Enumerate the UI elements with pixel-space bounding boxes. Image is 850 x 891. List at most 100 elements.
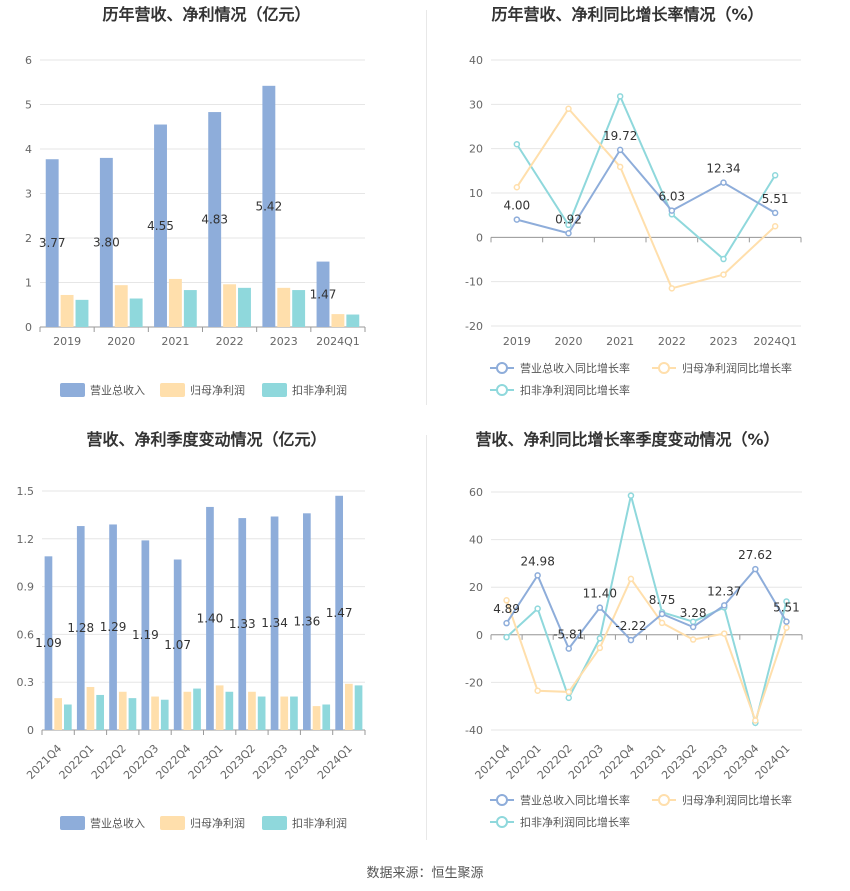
vertical-divider-lower — [426, 435, 427, 840]
bar-revenue — [141, 540, 150, 730]
y-tick-label: 60 — [469, 486, 483, 499]
bar-data-label: 1.28 — [67, 621, 94, 635]
bar-netprofit — [60, 294, 74, 327]
y-tick-label: 20 — [469, 581, 483, 594]
x-tick-label: 2023Q1 — [186, 742, 226, 782]
line-point — [668, 285, 676, 292]
bar-data-label: 4.55 — [147, 219, 174, 233]
legend-item: 归母净利润 — [160, 816, 245, 830]
line-data-label: -5.81 — [553, 628, 584, 642]
line-data-label: 3.28 — [680, 606, 707, 620]
bar-data-label: 1.09 — [35, 636, 62, 650]
line-point — [616, 93, 624, 100]
bar-deducted — [193, 688, 201, 730]
legend-label: 营业总收入同比增长率 — [520, 793, 630, 807]
line-point — [513, 140, 521, 148]
x-tick-label: 2019 — [53, 335, 81, 348]
line-point — [513, 216, 521, 223]
line-data-label: 11.40 — [583, 587, 617, 601]
chart-title: 营收、净利季度变动情况（亿元） — [86, 430, 326, 449]
line-point — [721, 630, 728, 637]
chart-title: 历年营收、净利同比增长率情况（%） — [491, 5, 763, 24]
bar-deducted — [183, 290, 197, 327]
y-tick-label: 3 — [25, 188, 32, 201]
x-tick-label: 2021 — [161, 335, 189, 348]
legend-label: 归母净利润 — [190, 816, 245, 830]
bar-revenue — [154, 124, 167, 328]
bar-revenue — [99, 157, 113, 327]
bar-data-label: 1.33 — [229, 617, 256, 631]
x-tick-label: 2022Q2 — [89, 742, 129, 782]
bar-revenue — [208, 112, 222, 327]
bar-revenue — [316, 261, 330, 327]
line-deducted-growth — [515, 93, 777, 261]
bar-deducted — [96, 694, 104, 730]
line-point — [513, 183, 521, 191]
bar-revenue — [270, 516, 279, 730]
line-data-label: 24.98 — [520, 554, 554, 568]
bar-data-label: 1.34 — [261, 616, 288, 630]
line-point — [503, 619, 510, 627]
line-revenue-growth — [505, 567, 788, 651]
y-tick-label: 20 — [469, 143, 483, 156]
bar-netprofit — [54, 698, 62, 730]
y-tick-label: 0 — [476, 629, 483, 642]
line-point — [565, 645, 572, 652]
chart-title: 营收、净利同比增长率季度变动情况（%） — [475, 430, 779, 449]
y-tick-label: 0.3 — [17, 676, 35, 689]
line-point — [534, 687, 541, 694]
line-point — [565, 688, 572, 696]
y-tick-label: 1.5 — [17, 485, 35, 498]
legend-label: 营业总收入 — [90, 816, 145, 830]
legend-label: 归母净利润同比增长率 — [682, 793, 792, 807]
y-tick-label: 40 — [469, 54, 483, 67]
y-tick-label: 0 — [25, 321, 32, 334]
x-tick-label: 2023Q3 — [250, 742, 290, 782]
legend-label: 归母净利润同比增长率 — [682, 361, 792, 375]
bar-deducted — [290, 696, 298, 730]
bar-deducted — [128, 698, 137, 730]
legend-item: 扣非净利润同比增长率 — [490, 815, 630, 829]
chart-title: 历年营收、净利情况（亿元） — [102, 5, 310, 24]
line-point — [752, 565, 759, 573]
y-tick-label: 5 — [25, 99, 32, 112]
bar-data-label: 3.80 — [93, 235, 120, 249]
line-data-label: 27.62 — [738, 548, 772, 562]
chart-svg: 历年营收、净利情况（亿元） 0 1 2 3 4 5 6 2019 2020 2021 2022 2023… — [25, 5, 366, 397]
x-tick-label: 2021Q4 — [24, 742, 64, 782]
x-tick-label: 2022 — [658, 335, 686, 348]
bar-deducted — [129, 298, 143, 327]
legend-marker — [658, 794, 670, 806]
bar-netprofit — [118, 691, 127, 730]
line-point — [689, 623, 697, 631]
bar-data-label: 5.42 — [255, 199, 282, 213]
y-tick-label: -20 — [465, 676, 483, 689]
line-point — [771, 209, 779, 217]
chart-svg: 营收、净利季度变动情况（亿元）00.30.60.91.21.52021Q4202… — [17, 430, 366, 830]
line-data-label: 8.75 — [649, 593, 676, 607]
bar-revenue — [262, 85, 276, 327]
line-data-label: 0.92 — [555, 212, 582, 226]
bar-netprofit — [345, 683, 353, 730]
bar-data-label: 1.36 — [294, 615, 321, 629]
legend-item: 营业总收入 — [60, 383, 145, 397]
y-tick-label: 0.9 — [17, 581, 35, 594]
y-tick-label: 1 — [25, 277, 32, 290]
x-tick-label: 2022Q4 — [153, 742, 193, 782]
bar-netprofit — [248, 691, 256, 730]
legend-item: 营业总收入 — [60, 816, 145, 830]
x-tick-label: 2023 — [270, 335, 298, 348]
legend-swatch — [160, 383, 185, 397]
line-data-label: 5.51 — [773, 601, 800, 615]
bar-deducted — [63, 704, 72, 730]
legend-label: 扣非净利润 — [292, 383, 347, 397]
x-tick-label: 2022Q3 — [121, 742, 161, 782]
bar-revenue — [335, 495, 344, 730]
line-point — [627, 636, 635, 644]
y-tick-label: -10 — [465, 276, 483, 289]
line-point — [689, 636, 697, 643]
line-point — [783, 598, 790, 605]
bar-data-label: 1.29 — [100, 620, 127, 634]
bar-netprofit — [215, 685, 224, 730]
bar-revenue — [303, 513, 311, 730]
